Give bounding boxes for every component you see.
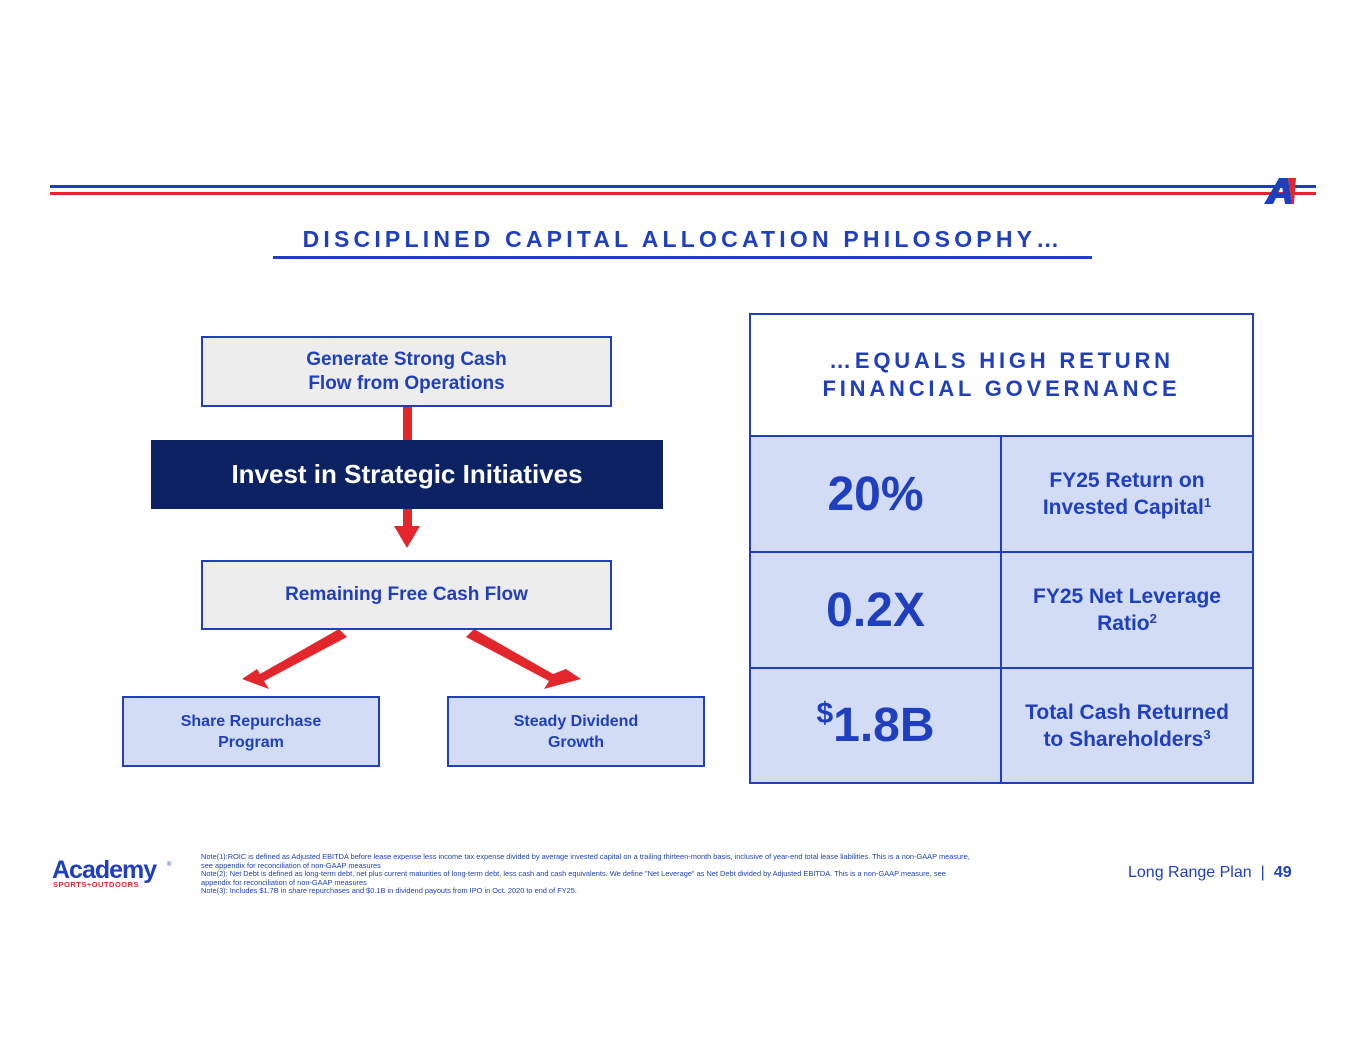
remaining-label: Remaining Free Cash Flow — [285, 584, 528, 605]
footnotes: Note(1):ROIC is defined as Adjusted EBIT… — [201, 852, 1101, 896]
footnote-marker: 1 — [1203, 495, 1212, 510]
metric-desc-line-1: FY25 Net Leverage — [1033, 585, 1221, 608]
academy-a-logo-icon — [1250, 178, 1316, 204]
metric-description: FY25 Net Leverage Ratio2 — [1002, 553, 1252, 667]
connector-generate-invest — [403, 406, 412, 442]
generate-line-1: Generate Strong Cash — [306, 348, 507, 370]
invest-label: Invest in Strategic Initiatives — [231, 459, 583, 489]
table-header-line-1: …EQUALS HIGH RETURN — [829, 348, 1174, 373]
share-line-1: Share Repurchase — [180, 712, 322, 730]
table-header-line-2: FINANCIAL GOVERNANCE — [822, 376, 1181, 401]
footnote-line: see appendix for reconciliation of non-G… — [201, 860, 381, 870]
dividend-line-2: Growth — [547, 733, 604, 751]
box-remaining-free-cash-flow: Remaining Free Cash Flow — [201, 560, 612, 630]
box-invest-strategic: Invest in Strategic Initiatives — [151, 440, 663, 509]
academy-brand-logo: Academy ® SPORTS+OUTDOORS — [52, 856, 182, 892]
metric-desc-line-1: FY25 Return on — [1049, 469, 1205, 492]
arrow-right-dividend — [466, 629, 581, 689]
deck-name: Long Range Plan — [1128, 864, 1252, 881]
metric-desc-line-2: Invested Capital — [1042, 496, 1204, 519]
metrics-table: …EQUALS HIGH RETURN FINANCIAL GOVERNANCE… — [749, 313, 1254, 784]
footnote-line: Note(2): Net Debt is defined as long-ter… — [201, 869, 946, 879]
footnote-marker: 3 — [1203, 726, 1211, 742]
footnote-line: Note(3): Includes $1.7B in share repurch… — [201, 886, 577, 896]
metric-desc-line-1: Total Cash Returned — [1025, 700, 1229, 724]
box-share-repurchase: Share Repurchase Program — [122, 696, 380, 767]
share-line-2: Program — [218, 733, 284, 751]
metric-value: 0.2X — [751, 553, 1002, 667]
title-underline — [273, 256, 1092, 259]
brand-registered-mark: ® — [167, 862, 172, 868]
dividend-line-1: Steady Dividend — [513, 712, 639, 730]
header-stripe-blue — [50, 185, 1265, 188]
metric-value: 20% — [751, 437, 1002, 551]
brand-name: Academy — [52, 856, 157, 884]
box-generate-cash-flow: Generate Strong Cash Flow from Operation… — [201, 336, 612, 407]
header-stripe-red — [50, 192, 1265, 195]
arrow-shaft-invest-remaining — [403, 508, 412, 528]
page-title: DISCIPLINED CAPITAL ALLOCATION PHILOSOPH… — [302, 226, 1064, 252]
arrow-head-invest-remaining — [394, 526, 420, 548]
table-header: …EQUALS HIGH RETURN FINANCIAL GOVERNANCE — [751, 315, 1252, 435]
currency-symbol: $ — [816, 696, 834, 730]
footer-deck-info: Long Range Plan | 49 — [1128, 864, 1292, 882]
page-number: 49 — [1273, 864, 1292, 881]
footnote-line: Note(1):ROIC is defined as Adjusted EBIT… — [201, 852, 970, 861]
metric-description: Total Cash Returned to Shareholders3 — [1002, 669, 1252, 782]
metric-row-roic: 20% FY25 Return on Invested Capital1 — [751, 435, 1252, 551]
metric-row-leverage: 0.2X FY25 Net Leverage Ratio2 — [751, 551, 1252, 667]
generate-line-2: Flow from Operations — [308, 372, 505, 394]
box-steady-dividend: Steady Dividend Growth — [447, 696, 705, 767]
footer-separator: | — [1260, 864, 1265, 881]
arrow-left-share — [242, 629, 347, 689]
footnote-line: appendix for reconciliation of non-GAAP … — [201, 877, 367, 887]
brand-subtitle: SPORTS+OUTDOORS — [53, 880, 140, 889]
metric-row-cash-returned: $1.8B Total Cash Returned to Shareholder… — [751, 667, 1252, 782]
metric-value: 1.8B — [833, 699, 935, 752]
metric-value-wrap: $1.8B — [751, 669, 1002, 782]
metric-description: FY25 Return on Invested Capital1 — [1002, 437, 1252, 551]
footnote-marker: 2 — [1149, 611, 1157, 626]
metric-desc-line-2: to Shareholders — [1043, 727, 1204, 751]
metric-desc-line-2: Ratio — [1097, 612, 1150, 635]
